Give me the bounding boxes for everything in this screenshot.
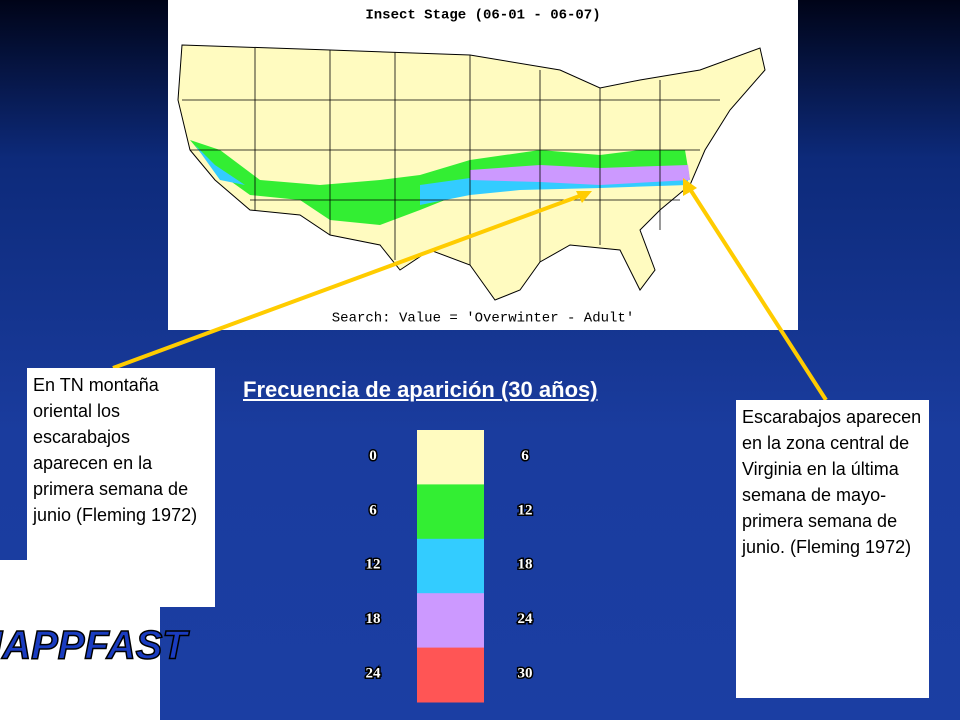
arrow	[112, 192, 586, 370]
legend-swatch	[417, 484, 484, 540]
legend-swatch	[417, 538, 484, 594]
map-footer: Search: Value = 'Overwinter - Adult'	[332, 311, 634, 327]
legend-swatch	[417, 430, 484, 485]
legend-to: 12	[518, 502, 533, 518]
legend-from: 12	[366, 557, 381, 573]
legend-from: 6	[369, 502, 377, 518]
heading: Frecuencia de aparición (30 años)	[243, 377, 598, 402]
right-note: Escarabajos aparecen en la zona central …	[736, 400, 929, 698]
map-title: Insect Stage (06-01 - 06-07)	[365, 8, 600, 24]
legend-from: 18	[366, 611, 381, 627]
arrow-head	[576, 191, 592, 203]
arrow-head	[683, 178, 697, 196]
map	[177, 44, 766, 301]
legend-to: 30	[518, 666, 533, 682]
arrow	[686, 184, 828, 402]
legend-to: 6	[521, 448, 529, 464]
legend-to: 18	[518, 557, 533, 573]
legend-swatch	[417, 647, 484, 703]
legend: 0 6 6 12 12 18 18 24 24 30	[364, 430, 535, 703]
left-note: En TN montaña oriental los escarabajos a…	[27, 368, 215, 607]
legend-to: 24	[518, 611, 534, 627]
logo: NAPPFAST	[0, 624, 190, 668]
legend-swatch	[417, 593, 484, 649]
legend-from: 24	[366, 666, 382, 682]
legend-from: 0	[369, 448, 377, 464]
